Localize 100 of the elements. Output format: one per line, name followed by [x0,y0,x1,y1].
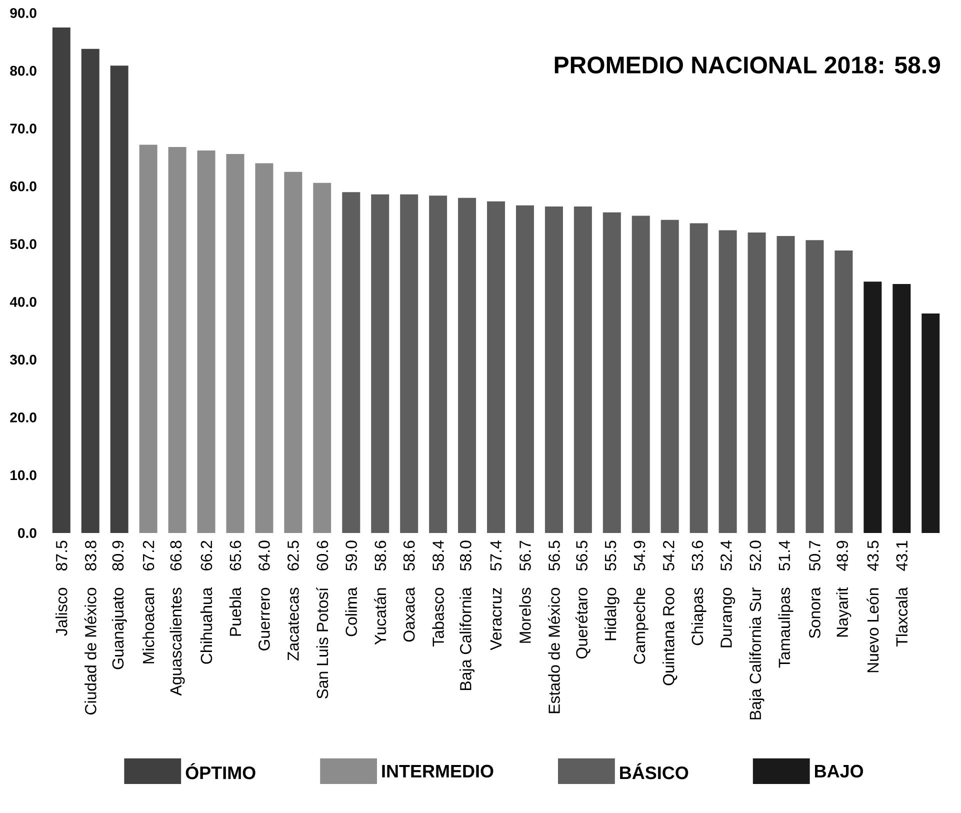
y-tick-label: 60.0 [10,181,36,192]
x-tick-label: Nayarit [836,587,852,637]
bar [139,144,158,533]
data-label: 83.8 [85,540,96,571]
data-label: 60.6 [316,540,328,570]
data-label: 50.7 [809,540,820,571]
data-label: 58.6 [374,540,386,571]
x-tick-label: Hidalgo [604,588,620,640]
data-label: 59.0 [346,540,358,571]
data-label: 52.0 [750,540,762,571]
bar [806,240,824,533]
data-label: 65.6 [230,540,242,570]
x-tick-label: Campeche [633,588,648,664]
data-label: 52.4 [720,540,732,571]
x-tick-label: Baja California Sur [749,588,764,720]
x-tick-label: Estado de México [548,588,560,714]
data-label: 53.6 [692,540,704,571]
x-tick-label: Guanajuato [112,588,127,670]
bar [342,192,360,533]
bar [458,198,476,533]
bar [864,282,882,533]
x-tick-label: Tamaulipas [778,588,794,668]
data-label: 58.4 [432,540,444,571]
x-tick-label: Tabasco [432,588,444,646]
x-tick-label: Colima [345,587,358,636]
legend-label: BAJO [815,764,864,778]
data-label: 55.5 [605,540,616,571]
data-label: 87.5 [56,540,68,571]
data-label: 66.8 [170,540,182,570]
y-tick-label: 30.0 [10,354,36,365]
legend-label: ÓPTIMO [186,763,256,780]
data-label: 54.9 [634,540,646,571]
x-tick-label: Tlaxcala [896,587,908,646]
y-tick-label: 10.0 [10,470,36,480]
x-tick-label: Durango [720,588,736,648]
bar [371,194,390,533]
data-label: 56.7 [520,540,531,571]
bar [197,150,216,533]
bar [892,284,911,533]
x-tick-label: Aguascalientes [170,588,185,696]
data-label: 58.6 [403,540,415,571]
x-tick-label: Jalisco [56,588,68,636]
data-label: 57.4 [490,540,502,571]
bar [718,230,737,533]
bar [632,216,650,533]
x-tick-label: Oaxaca [403,587,415,642]
data-label: 80.9 [112,540,124,571]
text: PROMEDIO NACIONAL 2018: 58.9 [554,56,940,74]
x-tick-label: Chihuahua [200,587,212,664]
bar [516,205,534,533]
bar [922,313,940,533]
bar [255,163,274,533]
y-tick-label: 80.0 [10,66,36,76]
y-tick-label: 90.0 [10,8,36,18]
x-tick-label: Sonora [809,587,820,638]
x-tick-label: Querétaro [576,588,590,658]
data-label: 56.5 [548,540,560,571]
bar [748,232,766,533]
data-label: 51.4 [778,540,790,571]
data-label: 58.0 [460,540,472,571]
legend-label: BÁSICO [620,763,688,780]
bar [52,27,70,533]
data-label: 43.1 [896,540,908,571]
bar [660,220,679,533]
x-tick-label: Ciudad de México [84,588,96,714]
bar [313,182,332,533]
y-tick-label: 40.0 [10,296,36,307]
y-tick-label: 20.0 [10,412,36,422]
data-label: 54.2 [662,540,674,571]
x-tick-label: Zacatecas [288,588,299,661]
x-tick-label: Guerrero [258,588,270,650]
data-label: 66.2 [200,540,212,570]
x-tick-label: Yucatán [374,588,386,645]
bar [487,201,506,533]
x-tick-label: Veracruz [490,588,502,650]
x-tick-label: Michoacan [142,588,154,664]
data-label: 62.5 [288,540,299,570]
legend-label: INTERMEDIO [382,764,494,778]
x-tick-label: Morelos [519,588,531,643]
bar [168,147,186,533]
data-label: 43.5 [867,540,879,571]
bar [429,196,448,533]
bar [602,212,621,533]
bar [690,223,708,533]
x-tick-label: San Luis Potosí [316,587,328,699]
bar [544,206,563,533]
bar [81,48,100,533]
bar [284,172,302,533]
bar [574,206,592,533]
bar [226,154,244,533]
bar [834,250,853,533]
data-label: 64.0 [258,540,270,570]
y-tick-label: 70.0 [10,124,36,134]
bar [110,66,128,533]
data-label: 67.2 [142,540,154,570]
bar [400,194,418,533]
data-label: 48.9 [836,540,848,571]
y-tick-label: 50.0 [10,239,36,250]
x-tick-label: Baja California [460,587,474,690]
x-tick-label: Quintana Roo [662,588,678,686]
